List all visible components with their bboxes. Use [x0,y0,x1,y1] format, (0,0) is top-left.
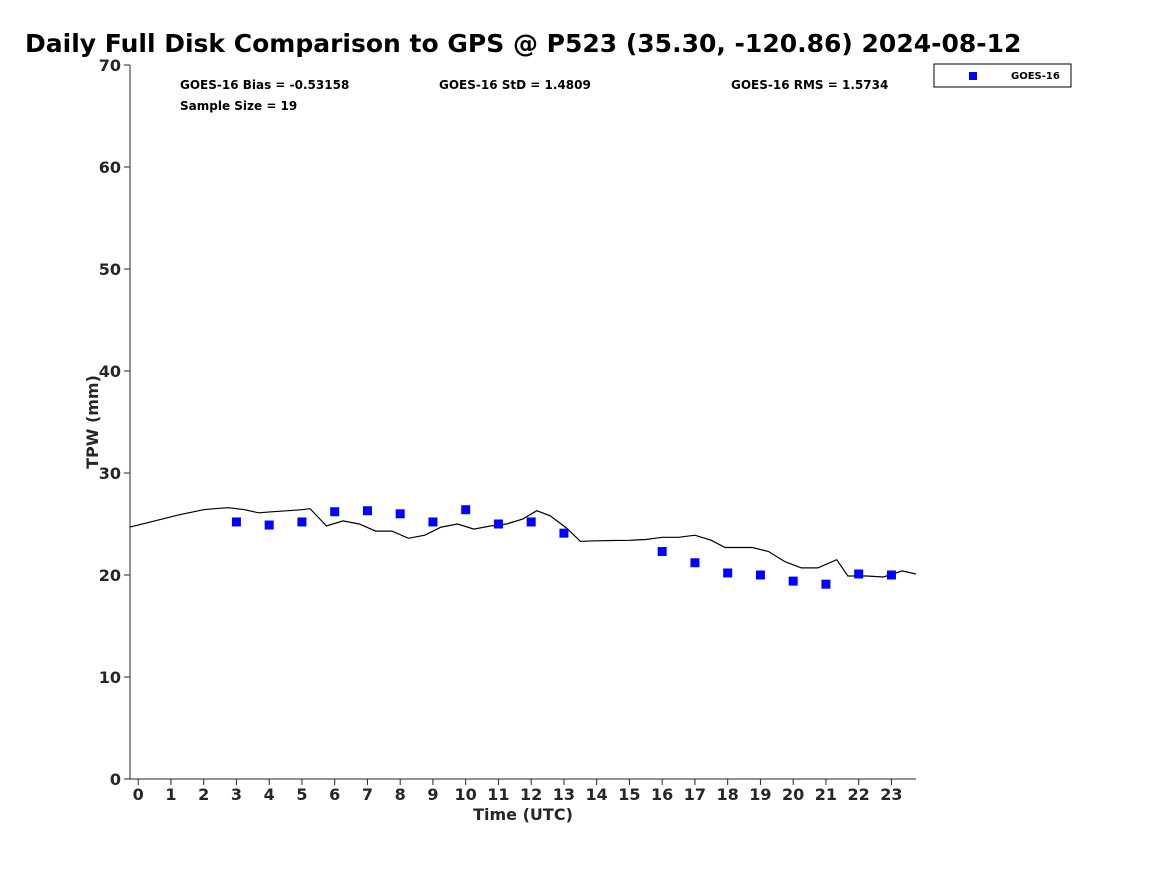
y-tick-label: 20 [99,566,121,585]
gps-line-layer [129,507,917,578]
std-stat: GOES-16 StD = 1.4809 [439,78,591,92]
goes16-point [526,517,536,527]
y-tick-label: 0 [110,770,121,789]
x-axis-label: Time (UTC) [473,805,573,824]
y-axis-ticks: 0 10 20 30 40 50 60 70 [99,56,130,789]
goes16-point [854,569,864,579]
x-tick-label: 6 [329,785,340,804]
y-axis-label: TPW (mm) [83,375,102,469]
x-axis-ticks: 0 1 2 3 4 5 6 7 8 9 10 11 12 13 14 15 16 17 18 19 20 21 22 23 [133,779,903,804]
x-tick-label: 21 [815,785,837,804]
x-tick-label: 9 [427,785,438,804]
goes16-point [297,517,307,527]
goes16-point [362,506,372,516]
y-tick-label: 60 [99,158,121,177]
x-tick-label: 2 [198,785,209,804]
y-tick-label: 50 [99,260,121,279]
goes16-point [657,547,667,557]
bias-stat: GOES-16 Bias = -0.53158 [180,78,349,92]
x-tick-label: 15 [618,785,640,804]
chart-title: Daily Full Disk Comparison to GPS @ P523… [25,29,1021,58]
goes16-point [264,520,274,530]
goes16-point [821,579,831,589]
plot-area [130,65,916,779]
x-tick-label: 16 [651,785,673,804]
x-tick-label: 5 [296,785,307,804]
goes16-point [559,528,569,538]
gps-tpw-line [129,507,917,578]
x-tick-label: 7 [362,785,373,804]
x-tick-label: 4 [264,785,275,804]
goes16-point [886,570,896,580]
x-tick-label: 18 [717,785,739,804]
goes16-point [330,507,340,517]
legend-marker-goes16 [969,72,977,80]
goes16-point [231,517,241,527]
sample-size-stat: Sample Size = 19 [180,99,297,113]
y-tick-label: 40 [99,362,121,381]
x-tick-label: 17 [684,785,706,804]
x-tick-label: 3 [231,785,242,804]
goes16-point [493,519,503,529]
goes16-point [395,509,405,519]
x-tick-label: 14 [586,785,608,804]
goes16-marker-layer [231,505,896,589]
x-tick-label: 19 [749,785,771,804]
legend-box [933,63,1072,88]
y-tick-label: 30 [99,464,121,483]
goes16-point [788,576,798,586]
goes16-point [755,570,765,580]
goes16-point [690,558,700,568]
x-tick-label: 11 [487,785,509,804]
x-tick-label: 20 [782,785,804,804]
x-tick-label: 8 [395,785,406,804]
x-tick-label: 23 [880,785,902,804]
legend: GOES-16 [933,63,1072,88]
legend-label-goes16: GOES-16 [1011,71,1060,82]
x-tick-label: 12 [520,785,542,804]
rms-stat: GOES-16 RMS = 1.5734 [731,78,888,92]
y-tick-label: 10 [99,668,121,687]
goes16-point [428,517,438,527]
x-tick-label: 13 [553,785,575,804]
goes16-point [723,568,733,578]
x-tick-label: 22 [848,785,870,804]
y-tick-label: 70 [99,56,121,75]
x-tick-label: 1 [165,785,176,804]
x-tick-label: 10 [455,785,477,804]
goes16-point [461,505,471,515]
x-tick-label: 0 [133,785,144,804]
